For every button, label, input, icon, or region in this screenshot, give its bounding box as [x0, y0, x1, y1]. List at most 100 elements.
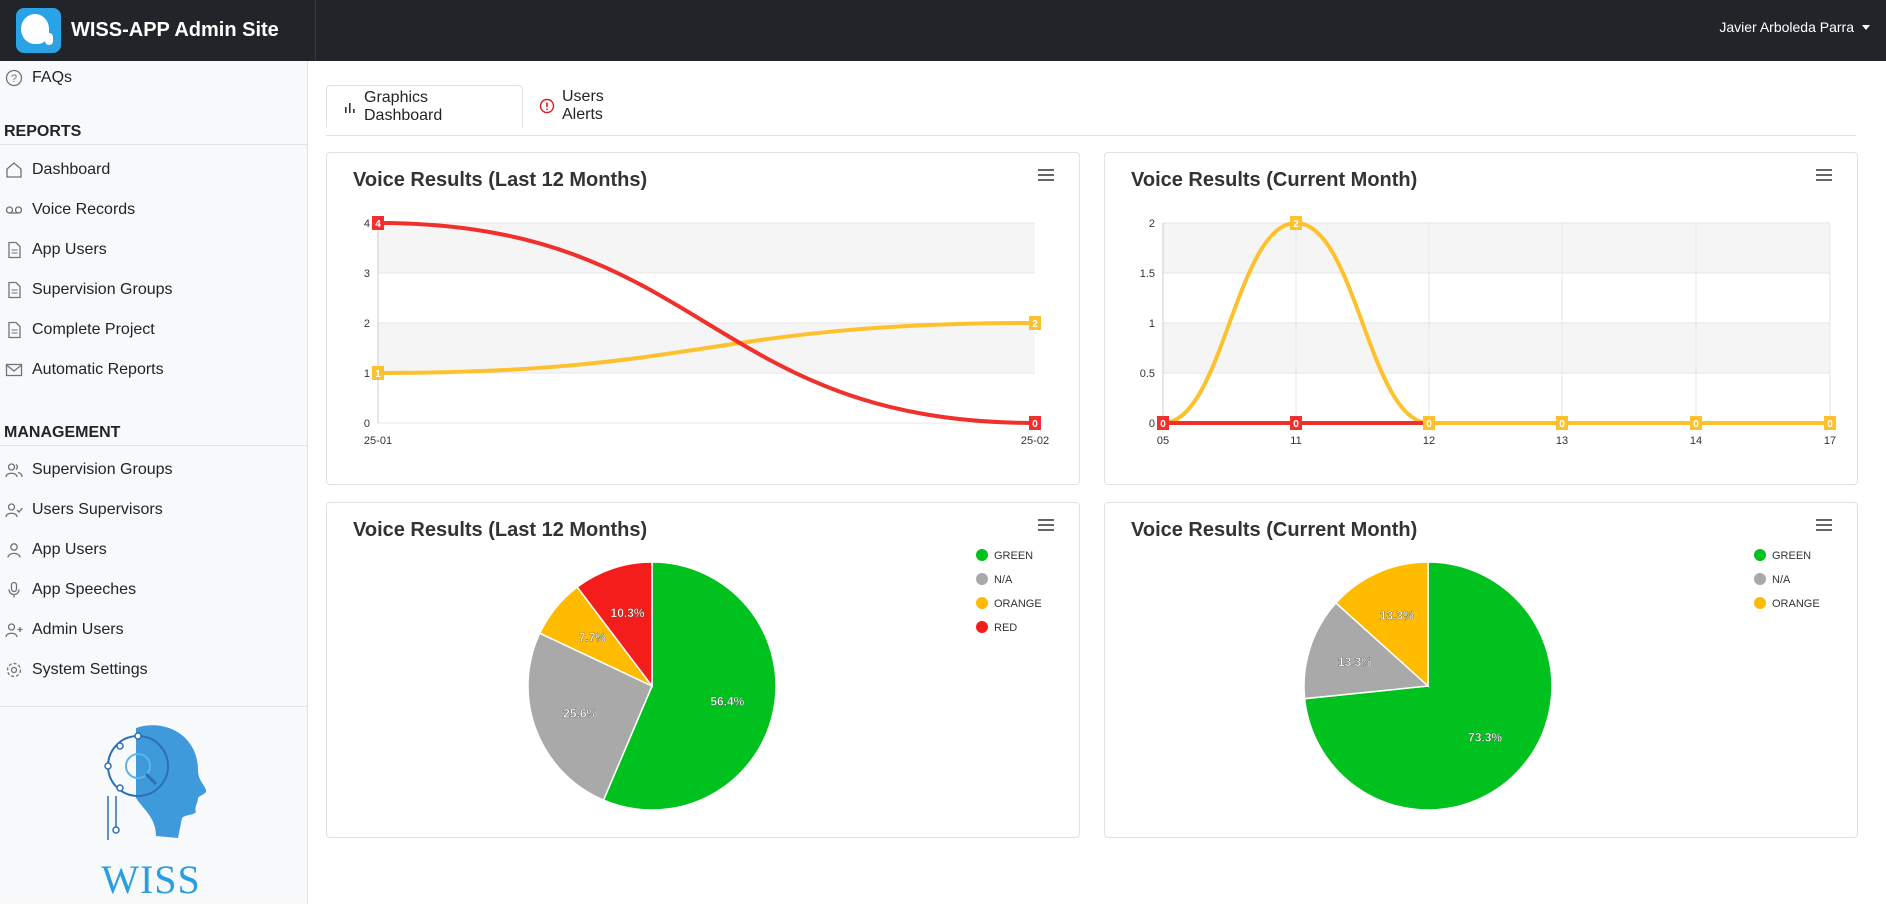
chart-title: Voice Results (Last 12 Months) [353, 169, 648, 191]
sidebar-item-app-speeches[interactable]: App Speeches [0, 575, 136, 605]
tab-graphics-dashboard[interactable]: Graphics Dashboard [326, 85, 523, 128]
sidebar-item-label: Users Supervisors [32, 501, 163, 518]
data-label: 0 [1426, 419, 1432, 430]
y-tick-label: 2 [1149, 218, 1155, 230]
legend-label: GREEN [994, 550, 1033, 562]
chart-card-pie-12-months: Voice Results (Last 12 Months) 56.4% 25.6… [326, 502, 1080, 838]
pie-slice [527, 632, 653, 802]
tab-label: Graphics Dashboard [364, 88, 443, 124]
section-heading-reports: REPORTS [4, 123, 82, 140]
data-label: 1 [375, 369, 381, 380]
user-plus-icon [4, 620, 24, 640]
pie-slice [576, 561, 653, 689]
sidebar-item-users-supervisors[interactable]: Users Supervisors [0, 495, 163, 525]
sidebar-item-label: App Speeches [32, 581, 137, 598]
x-tick-label: 14 [1690, 435, 1702, 447]
sidebar-item-app-users-mgmt[interactable]: App Users [0, 535, 107, 565]
gear-icon [4, 660, 24, 680]
chart-card-line-current-month: Voice Results (Current Month) 0 0.5 1 1.5 2 0… [1104, 152, 1858, 485]
section-heading-management: MANAGEMENT [4, 424, 121, 441]
sidebar-item-system-settings[interactable]: System Settings [0, 655, 148, 685]
plot-band [1163, 323, 1830, 373]
voicemail-icon [4, 200, 24, 220]
sidebar-item-supervision-groups[interactable]: Supervision Groups [0, 275, 173, 305]
legend-label: ORANGE [994, 598, 1042, 610]
chart-card-pie-current-month: Voice Results (Current Month) 73.3% 13.3%… [1104, 502, 1858, 838]
envelope-icon [4, 360, 24, 380]
document-icon [4, 280, 24, 300]
y-tick-label: 0.5 [1140, 368, 1155, 380]
y-tick-label: 1.5 [1140, 268, 1155, 280]
app-logo-icon [16, 8, 61, 53]
sidebar: ? FAQs REPORTS Dashboard Voice Records A… [0, 61, 308, 904]
data-label: 4 [375, 219, 381, 230]
data-label-box [1556, 416, 1568, 430]
divider [0, 706, 308, 707]
sidebar-item-label: Voice Records [32, 201, 136, 218]
legend-swatch [976, 621, 988, 633]
chart-menu-icon[interactable] [1816, 169, 1832, 183]
tab-users-alerts[interactable]: Users Alerts [523, 85, 660, 127]
chart-menu-icon[interactable] [1816, 519, 1832, 533]
sidebar-item-voice-records[interactable]: Voice Records [0, 195, 135, 225]
user-icon [4, 540, 24, 560]
legend-swatch [976, 573, 988, 585]
legend-label: N/A [994, 574, 1013, 586]
app-title: WISS-APP Admin Site [71, 19, 279, 41]
legend-swatch [976, 549, 988, 561]
sidebar-item-app-users[interactable]: App Users [0, 235, 107, 265]
sidebar-item-dashboard[interactable]: Dashboard [0, 155, 110, 185]
data-label-box [1157, 416, 1169, 430]
x-tick-label: 25-01 [364, 435, 392, 447]
tab-label: Users Alerts [562, 88, 604, 123]
sidebar-item-supervision-groups-mgmt[interactable]: Supervision Groups [0, 455, 173, 485]
y-tick-label: 0 [364, 418, 370, 430]
y-tick-label: 1 [1149, 318, 1155, 330]
data-label: 0 [1293, 419, 1299, 430]
caret-down-icon [1862, 24, 1870, 30]
sidebar-item-label: Automatic Reports [32, 361, 164, 378]
data-label: 0 [1032, 419, 1038, 430]
document-icon [4, 240, 24, 260]
data-label-box [1029, 416, 1041, 430]
pie-chart-12-months: 56.4% 25.6% 7.7% 10.3% GREEN N/A ORANGE RED [527, 549, 1042, 811]
pie-chart-current-month: 73.3% 13.3% 13.3% GREEN N/A ORANGE [1303, 549, 1820, 811]
brand[interactable]: WISS-APP Admin Site [0, 0, 316, 61]
slice-label: 10.3% [611, 606, 645, 620]
slice-label: 56.4% [710, 694, 744, 708]
sidebar-item-admin-users[interactable]: Admin Users [0, 615, 124, 645]
chart-card-line-12-months: Voice Results (Last 12 Months) 0 1 2 3 4 25-0… [326, 152, 1080, 485]
legend-label: GREEN [1772, 550, 1811, 562]
user-name: Javier Arboleda Parra [1719, 19, 1854, 35]
sidebar-item-label: Admin Users [32, 621, 124, 638]
logo-text: WISS [101, 857, 201, 902]
slice-label: 13.3% [1338, 655, 1372, 669]
sidebar-item-label: Complete Project [32, 321, 155, 338]
bar-chart-icon [343, 100, 357, 114]
slice-label: 13.3% [1380, 609, 1414, 623]
chart-menu-icon[interactable] [1038, 519, 1054, 533]
sidebar-item-complete-project[interactable]: Complete Project [0, 315, 155, 345]
pie-slice [602, 561, 777, 811]
legend-swatch [1754, 597, 1766, 609]
chart-title: Voice Results (Last 12 Months) [353, 519, 648, 541]
y-tick-label: 2 [364, 318, 370, 330]
data-label: 0 [1160, 419, 1166, 430]
sidebar-item-faqs[interactable]: ? FAQs [0, 63, 72, 93]
data-label-box [1423, 416, 1435, 430]
x-tick-label: 25-02 [1021, 435, 1049, 447]
top-navbar: WISS-APP Admin Site Javier Arboleda Parr… [0, 0, 1886, 61]
svg-text:?: ? [11, 73, 17, 85]
user-menu[interactable]: Javier Arboleda Parra [1719, 0, 1870, 54]
y-tick-label: 3 [364, 268, 370, 280]
legend-swatch [976, 597, 988, 609]
chart-menu-icon[interactable] [1038, 169, 1054, 183]
chart-title: Voice Results (Current Month) [1131, 519, 1418, 541]
divider [0, 144, 308, 145]
x-tick-label: 17 [1824, 435, 1836, 447]
slice-label: 73.3% [1468, 731, 1502, 745]
line-chart-12-months: 0 1 2 3 4 25-01 25-02 1 2 4 0 [364, 216, 1049, 447]
x-tick-label: 11 [1290, 435, 1301, 447]
data-label-box [1824, 416, 1836, 430]
sidebar-item-automatic-reports[interactable]: Automatic Reports [0, 355, 164, 385]
